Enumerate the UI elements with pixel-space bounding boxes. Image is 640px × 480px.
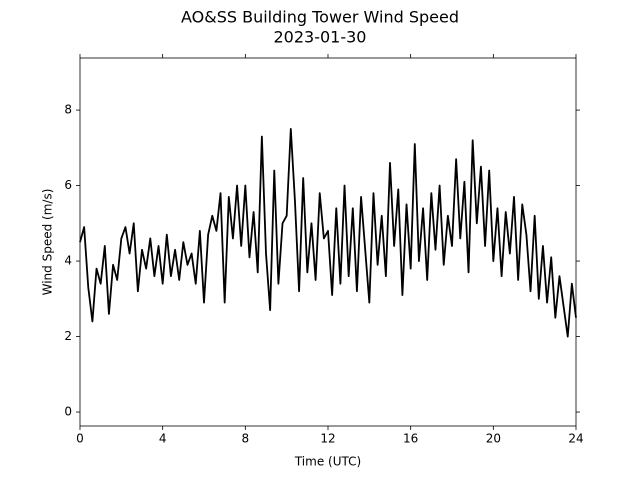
y-tick-label: 6 bbox=[64, 178, 72, 192]
x-tick-label: 24 bbox=[568, 432, 583, 446]
chart-subtitle: 2023-01-30 bbox=[274, 28, 367, 47]
y-tick-label: 4 bbox=[64, 254, 72, 268]
x-tick-label: 0 bbox=[76, 432, 84, 446]
x-axis-label: Time (UTC) bbox=[294, 455, 361, 469]
data-line bbox=[79, 128, 577, 338]
y-axis-label: Wind Speed (m/s) bbox=[41, 189, 55, 296]
x-tick-label: 4 bbox=[159, 432, 167, 446]
y-tick-label: 2 bbox=[64, 329, 72, 343]
x-tick-label: 20 bbox=[486, 432, 501, 446]
x-tick-label: 16 bbox=[403, 432, 418, 446]
chart-title: AO&SS Building Tower Wind Speed bbox=[181, 8, 459, 27]
y-tick-label: 8 bbox=[64, 103, 72, 117]
y-tick-label: 0 bbox=[64, 405, 72, 419]
x-tick-label: 12 bbox=[320, 432, 335, 446]
x-tick-label: 8 bbox=[242, 432, 250, 446]
